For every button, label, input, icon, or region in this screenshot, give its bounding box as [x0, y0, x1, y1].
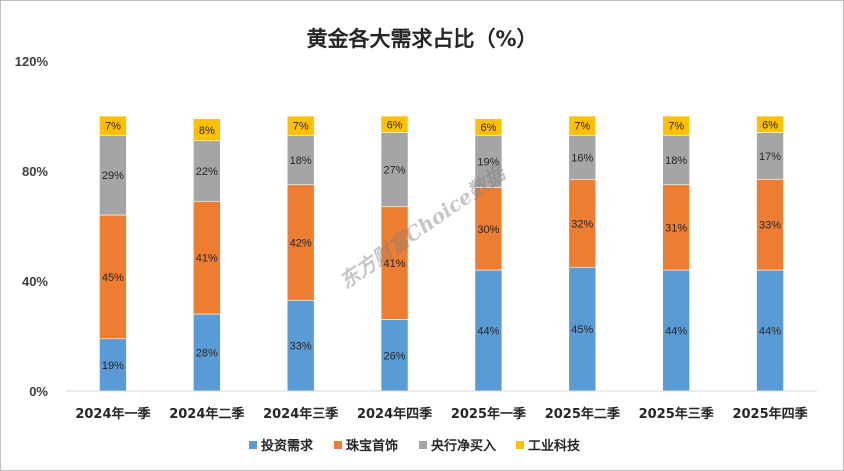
bar-segment: [474, 187, 503, 271]
bar-segment: [99, 115, 127, 136]
bar-segment: [380, 319, 409, 392]
bar-segment: [99, 338, 127, 392]
bar-segment: [286, 184, 315, 301]
bar-segment: [193, 200, 221, 315]
data-label: 18%: [290, 155, 312, 167]
bar-segment: [99, 214, 127, 340]
y-tick-label: 0%: [29, 384, 48, 399]
bar-segment: [286, 115, 315, 136]
bar-segment: [662, 134, 690, 186]
data-label: 44%: [759, 326, 781, 338]
data-label: 7%: [105, 121, 121, 133]
data-label: 29%: [102, 170, 124, 182]
data-label: 16%: [571, 152, 593, 164]
bar-segment: [568, 115, 597, 136]
bar-segment: [474, 134, 503, 188]
legend-label: 工业科技: [528, 438, 581, 454]
data-label: 19%: [102, 360, 124, 372]
bar-segment: [568, 134, 597, 180]
legend-label: 珠宝首饰: [346, 438, 398, 454]
legend-label: 央行净买入: [431, 438, 496, 454]
chart-title: 黄金各大需求占比（%）: [306, 27, 537, 51]
data-label: 42%: [290, 238, 312, 250]
y-tick-label: 40%: [22, 274, 48, 289]
data-label: 7%: [293, 121, 309, 133]
data-label: 7%: [574, 121, 590, 133]
bar-segment: [286, 134, 315, 186]
x-tick-label: 2025年三季: [639, 406, 714, 422]
x-tick-label: 2024年三季: [263, 406, 338, 422]
data-label: 17%: [759, 151, 781, 163]
y-tick-label: 80%: [22, 164, 48, 179]
data-label: 33%: [290, 341, 312, 353]
data-label: 8%: [199, 125, 215, 137]
data-label: 18%: [665, 155, 687, 167]
data-label: 28%: [196, 348, 218, 360]
x-tick-label: 2025年一季: [451, 406, 526, 422]
x-tick-label: 2025年二季: [545, 406, 620, 422]
data-label: 45%: [571, 324, 593, 336]
data-label: 19%: [477, 156, 499, 168]
data-label: 6%: [762, 119, 778, 131]
bar-segment: [756, 132, 784, 180]
data-label: 45%: [102, 272, 124, 284]
data-label: 41%: [384, 258, 406, 270]
bar-segment: [474, 269, 503, 392]
legend-swatch: [516, 441, 524, 449]
data-label: 33%: [759, 220, 781, 232]
legend: 投资需求 珠宝首饰 央行净买入 工业科技: [249, 438, 581, 454]
legend-swatch: [419, 441, 427, 449]
bar-segment: [662, 184, 690, 271]
data-label: 27%: [384, 165, 406, 177]
x-axis-labels: 2024年一季 2024年二季 2024年三季 2024年四季 2025年一季 2025年…: [75, 406, 807, 422]
y-axis: 0% 40% 80% 120%: [15, 54, 49, 399]
legend-label: 投资需求: [261, 438, 314, 454]
legend-swatch: [334, 441, 342, 449]
bar-segment: [193, 118, 221, 142]
data-label: 32%: [571, 218, 593, 230]
data-label: 44%: [665, 326, 687, 338]
data-label: 41%: [196, 253, 218, 265]
data-label: 30%: [477, 224, 499, 236]
data-label: 26%: [384, 350, 406, 362]
bar-segment: [193, 140, 221, 202]
bar-segment: [474, 118, 503, 136]
bar-segment: [380, 132, 409, 208]
y-tick-label: 120%: [15, 54, 49, 69]
bar-segment: [380, 115, 409, 133]
bar-segment: [568, 178, 597, 268]
x-tick-label: 2024年二季: [169, 406, 244, 422]
x-tick-label: 2024年一季: [75, 406, 150, 422]
data-label: 44%: [477, 326, 499, 338]
data-label: 6%: [480, 122, 496, 134]
data-label: 22%: [196, 166, 218, 178]
bars-group: 19% 45% 29% 7% 28% 41% 22% 8% 33% 42% 18% 7% 26% 41% 2…: [99, 115, 784, 392]
legend-swatch: [249, 441, 257, 449]
x-tick-label: 2024年四季: [357, 406, 432, 422]
data-label: 31%: [665, 222, 687, 234]
data-label: 6%: [387, 119, 403, 131]
data-label: 7%: [668, 121, 684, 133]
bar-segment: [286, 299, 315, 392]
bar-segment: [662, 115, 690, 136]
x-tick-label: 2025年四季: [732, 406, 807, 422]
bar-segment: [756, 115, 784, 133]
